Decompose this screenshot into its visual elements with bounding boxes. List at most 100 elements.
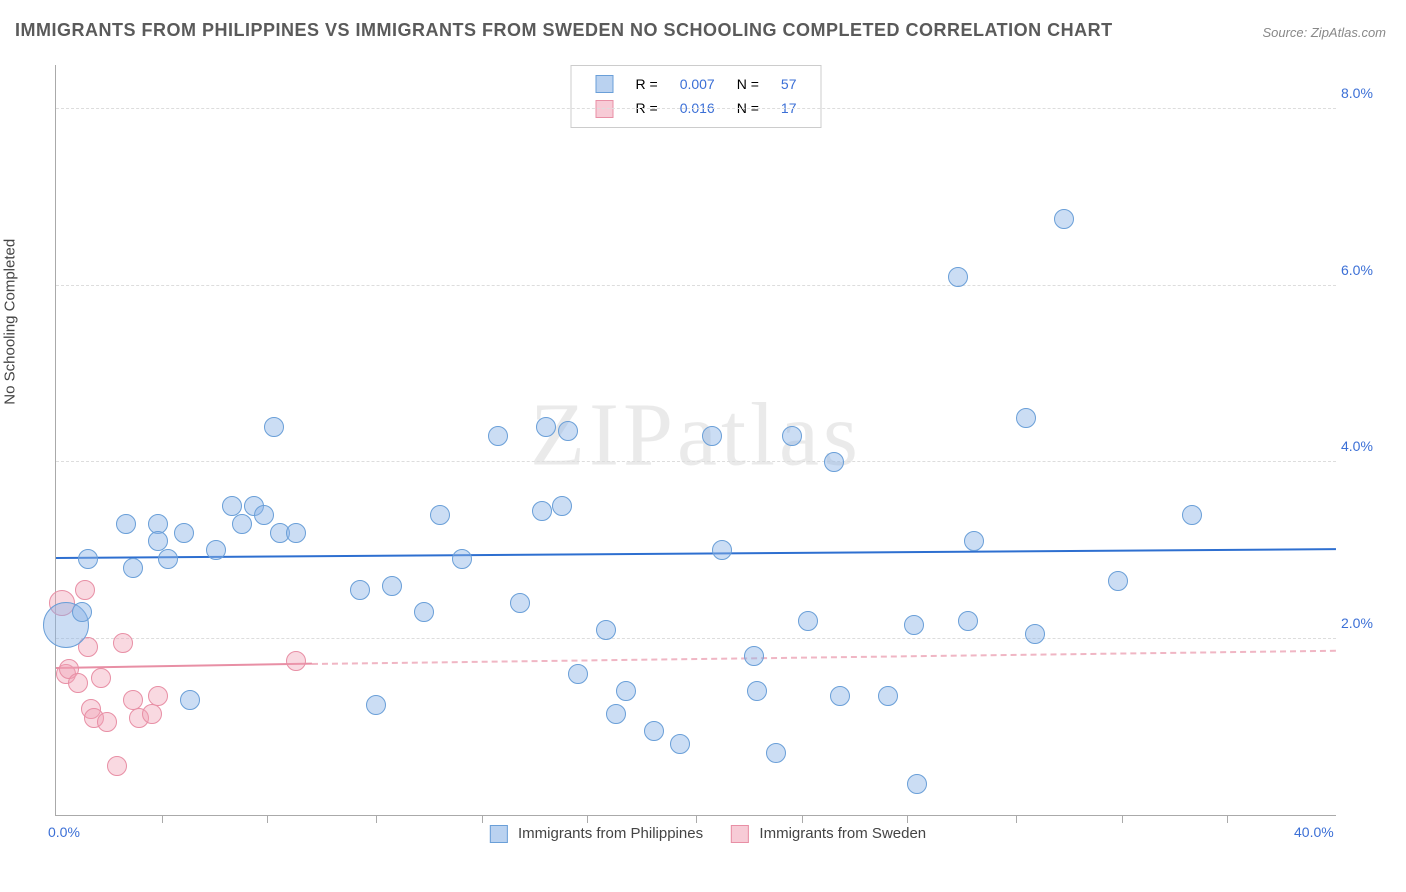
data-point [958,611,978,631]
r-value-blue: 0.007 [670,73,725,95]
data-point [75,580,95,600]
data-point [206,540,226,560]
data-point [536,417,556,437]
x-tick-label: 40.0% [1294,824,1334,840]
y-tick-label: 8.0% [1341,85,1391,101]
gridline [56,285,1336,286]
data-point [91,668,111,688]
data-point [744,646,764,666]
data-point [452,549,472,569]
correlation-chart: IMMIGRANTS FROM PHILIPPINES VS IMMIGRANT… [0,0,1406,892]
data-point [510,593,530,613]
data-point [142,704,162,724]
data-point [830,686,850,706]
trend-line [56,548,1336,559]
x-tick-minor [587,815,588,823]
y-axis-label: No Schooling Completed [2,239,19,405]
legend-row-blue: R = 0.007 N = 57 [586,73,807,95]
data-point [1025,624,1045,644]
data-point [568,664,588,684]
data-point [558,421,578,441]
x-tick-minor [482,815,483,823]
data-point [1182,505,1202,525]
trend-line [312,650,1336,665]
x-tick-minor [1227,815,1228,823]
trend-line [56,663,312,669]
data-point [782,426,802,446]
x-tick-minor [802,815,803,823]
data-point [644,721,664,741]
source-label: Source: ZipAtlas.com [1262,25,1386,40]
data-point [670,734,690,754]
gridline [56,461,1336,462]
data-point [78,549,98,569]
data-point [766,743,786,763]
data-point [1016,408,1036,428]
x-tick-label: 0.0% [48,824,80,840]
swatch-pink-icon [731,825,749,843]
gridline [56,108,1336,109]
data-point [180,690,200,710]
data-point [68,673,88,693]
data-point [286,523,306,543]
swatch-blue-icon [596,75,614,93]
y-tick-label: 6.0% [1341,262,1391,278]
data-point [254,505,274,525]
x-tick-minor [1122,815,1123,823]
data-point [488,426,508,446]
y-tick-label: 2.0% [1341,615,1391,631]
data-point [174,523,194,543]
legend-bottom: Immigrants from Philippines Immigrants f… [466,825,926,843]
data-point [824,452,844,472]
data-point [878,686,898,706]
data-point [72,602,92,622]
x-tick-minor [907,815,908,823]
data-point [606,704,626,724]
data-point [232,514,252,534]
data-point [107,756,127,776]
n-value-blue: 57 [771,73,807,95]
x-tick-minor [162,815,163,823]
data-point [430,505,450,525]
data-point [552,496,572,516]
data-point [964,531,984,551]
x-tick-minor [696,815,697,823]
data-point [596,620,616,640]
data-point [158,549,178,569]
data-point [264,417,284,437]
data-point [948,267,968,287]
n-label: N = [727,73,769,95]
data-point [798,611,818,631]
data-point [286,651,306,671]
data-point [116,514,136,534]
data-point [702,426,722,446]
data-point [382,576,402,596]
data-point [350,580,370,600]
data-point [532,501,552,521]
x-tick-minor [376,815,377,823]
legend-stats-box: R = 0.007 N = 57 R = 0.016 N = 17 [571,65,822,128]
legend-label-pink: Immigrants from Sweden [759,825,926,842]
gridline [56,638,1336,639]
data-point [113,633,133,653]
data-point [616,681,636,701]
data-point [148,686,168,706]
data-point [366,695,386,715]
data-point [123,558,143,578]
swatch-blue-icon [490,825,508,843]
plot-area: ZIPatlas R = 0.007 N = 57 R = 0.016 N = … [55,65,1336,816]
data-point [712,540,732,560]
legend-label-blue: Immigrants from Philippines [518,825,703,842]
data-point [97,712,117,732]
data-point [907,774,927,794]
data-point [747,681,767,701]
chart-title: IMMIGRANTS FROM PHILIPPINES VS IMMIGRANT… [15,20,1113,41]
y-tick-label: 4.0% [1341,438,1391,454]
data-point [414,602,434,622]
data-point [1054,209,1074,229]
r-label: R = [626,73,668,95]
x-tick-minor [1016,815,1017,823]
data-point [904,615,924,635]
data-point [1108,571,1128,591]
watermark: ZIPatlas [530,383,862,486]
